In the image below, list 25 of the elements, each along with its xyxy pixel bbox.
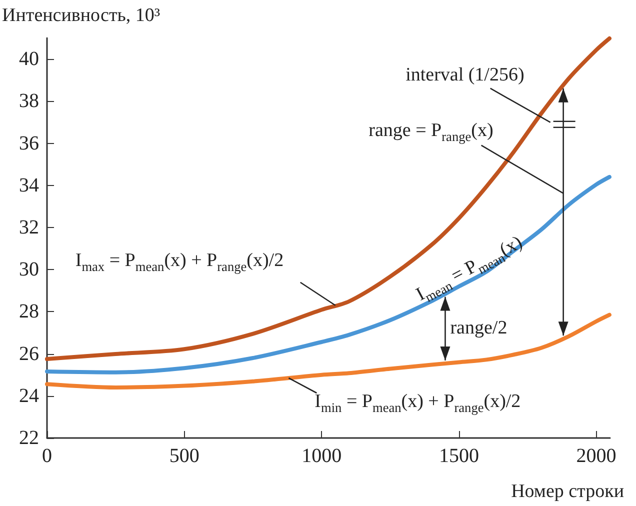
y-tick-label: 26 bbox=[19, 342, 39, 365]
annotation: I$_{max}$ = P$_{mean}$(x) + P$_{range}$(x)/2 bbox=[75, 250, 284, 274]
annotation: interval (1/256) bbox=[406, 64, 524, 86]
y-tick-label: 28 bbox=[19, 300, 39, 323]
y-tick-label: 22 bbox=[19, 427, 39, 449]
annotation: range = P$_{range}$(x) bbox=[368, 120, 494, 144]
x-axis-title: Номер строки bbox=[511, 481, 624, 502]
y-tick-label: 30 bbox=[19, 258, 39, 281]
line-series bbox=[45, 174, 612, 374]
line-series bbox=[45, 312, 612, 390]
x-tick-label: 2000 bbox=[576, 445, 616, 467]
x-tick-label: 0 bbox=[42, 445, 52, 467]
y-tick-label: 34 bbox=[19, 174, 39, 196]
annotation: range/2 bbox=[450, 317, 508, 338]
annotation: I$_{min}$ = P$_{mean}$(x) + P$_{range}$(x)/2 bbox=[314, 390, 521, 415]
x-tick-label: 1500 bbox=[438, 445, 479, 467]
y-tick-label: 36 bbox=[19, 132, 39, 154]
y-axis-title: Интенсивность, 10³ bbox=[2, 5, 160, 26]
line-series bbox=[45, 36, 612, 362]
y-tick-label: 38 bbox=[19, 90, 39, 112]
y-tick-label: 32 bbox=[19, 216, 39, 238]
x-tick-label: 1000 bbox=[302, 445, 342, 467]
y-tick-label: 40 bbox=[19, 48, 39, 70]
y-tick-label: 24 bbox=[19, 384, 39, 407]
x-tick-label: 500 bbox=[169, 445, 200, 467]
